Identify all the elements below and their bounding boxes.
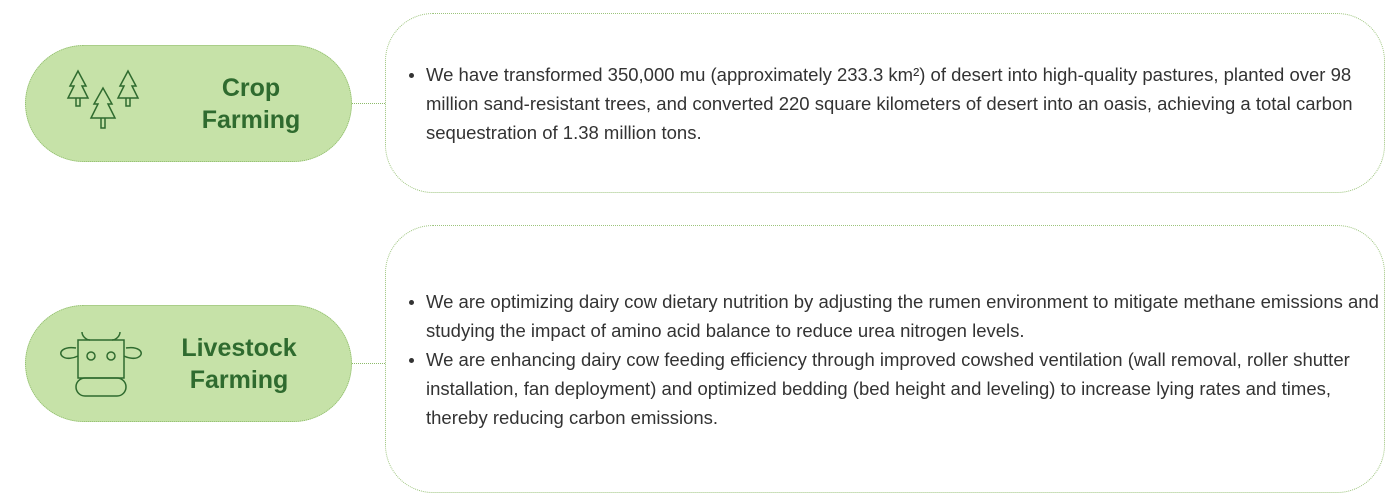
cow-icon	[60, 331, 142, 397]
title-line: Farming	[189, 365, 289, 394]
bullet-list: We have transformed 350,000 mu (approxim…	[386, 60, 1384, 147]
bullet-list: We are optimizing dairy cow dietary nutr…	[386, 287, 1384, 432]
title-line: Livestock	[181, 333, 297, 362]
trees-icon	[66, 69, 140, 129]
text-box: We have transformed 350,000 mu (approxim…	[385, 13, 1385, 193]
section-title: Livestock Farming	[174, 306, 304, 421]
connector	[352, 363, 385, 364]
text-box: We are optimizing dairy cow dietary nutr…	[385, 225, 1385, 493]
bullet: We are optimizing dairy cow dietary nutr…	[409, 287, 1384, 345]
bullet: We are enhancing dairy cow feeding effic…	[409, 345, 1384, 432]
bullet: We have transformed 350,000 mu (approxim…	[409, 60, 1384, 147]
title-line: Farming	[201, 105, 301, 134]
title-line: Crop	[221, 73, 281, 102]
crop-pill: Crop Farming	[25, 45, 352, 162]
livestock-pill: Livestock Farming	[25, 305, 352, 422]
connector	[352, 103, 385, 104]
section-title: Crop Farming	[196, 46, 306, 161]
